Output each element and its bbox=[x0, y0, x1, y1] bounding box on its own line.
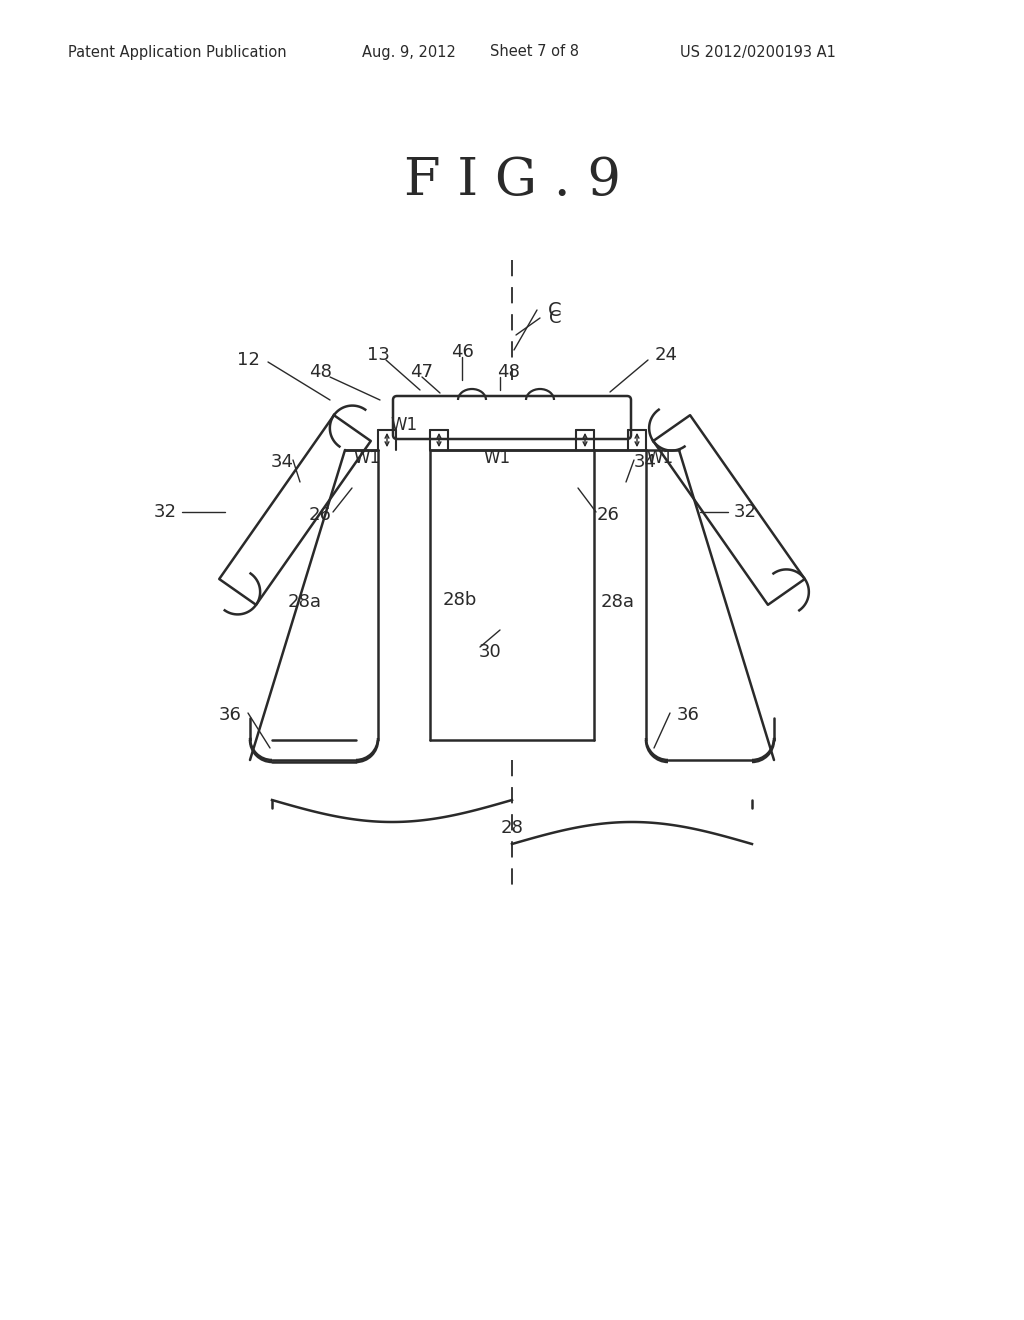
Text: W1: W1 bbox=[390, 416, 418, 434]
Text: 32: 32 bbox=[733, 503, 757, 521]
Text: 28a: 28a bbox=[601, 593, 635, 611]
Text: C: C bbox=[548, 301, 561, 319]
Text: 36: 36 bbox=[218, 706, 242, 723]
Text: W1: W1 bbox=[646, 449, 674, 467]
Text: 36: 36 bbox=[677, 706, 699, 723]
Text: 30: 30 bbox=[478, 643, 502, 661]
Text: 48: 48 bbox=[497, 363, 519, 381]
Text: F I G . 9: F I G . 9 bbox=[403, 154, 621, 206]
Text: 47: 47 bbox=[411, 363, 433, 381]
Text: 34: 34 bbox=[270, 453, 294, 471]
Text: 13: 13 bbox=[367, 346, 389, 364]
Text: 46: 46 bbox=[451, 343, 473, 360]
Text: 32: 32 bbox=[154, 503, 176, 521]
Text: 28a: 28a bbox=[288, 593, 322, 611]
Text: Sheet 7 of 8: Sheet 7 of 8 bbox=[490, 45, 579, 59]
Text: Patent Application Publication: Patent Application Publication bbox=[68, 45, 287, 59]
Text: US 2012/0200193 A1: US 2012/0200193 A1 bbox=[680, 45, 836, 59]
Text: 48: 48 bbox=[308, 363, 332, 381]
Text: W1: W1 bbox=[353, 449, 381, 467]
Text: 26: 26 bbox=[597, 506, 620, 524]
Text: 26: 26 bbox=[308, 506, 332, 524]
Text: 28b: 28b bbox=[442, 591, 477, 609]
Text: C: C bbox=[549, 309, 561, 327]
Text: Aug. 9, 2012: Aug. 9, 2012 bbox=[362, 45, 456, 59]
Text: 34: 34 bbox=[634, 453, 656, 471]
Text: 12: 12 bbox=[237, 351, 259, 370]
Text: 24: 24 bbox=[654, 346, 678, 364]
FancyBboxPatch shape bbox=[393, 396, 631, 440]
Text: 28: 28 bbox=[501, 818, 523, 837]
Text: W1: W1 bbox=[483, 449, 511, 467]
